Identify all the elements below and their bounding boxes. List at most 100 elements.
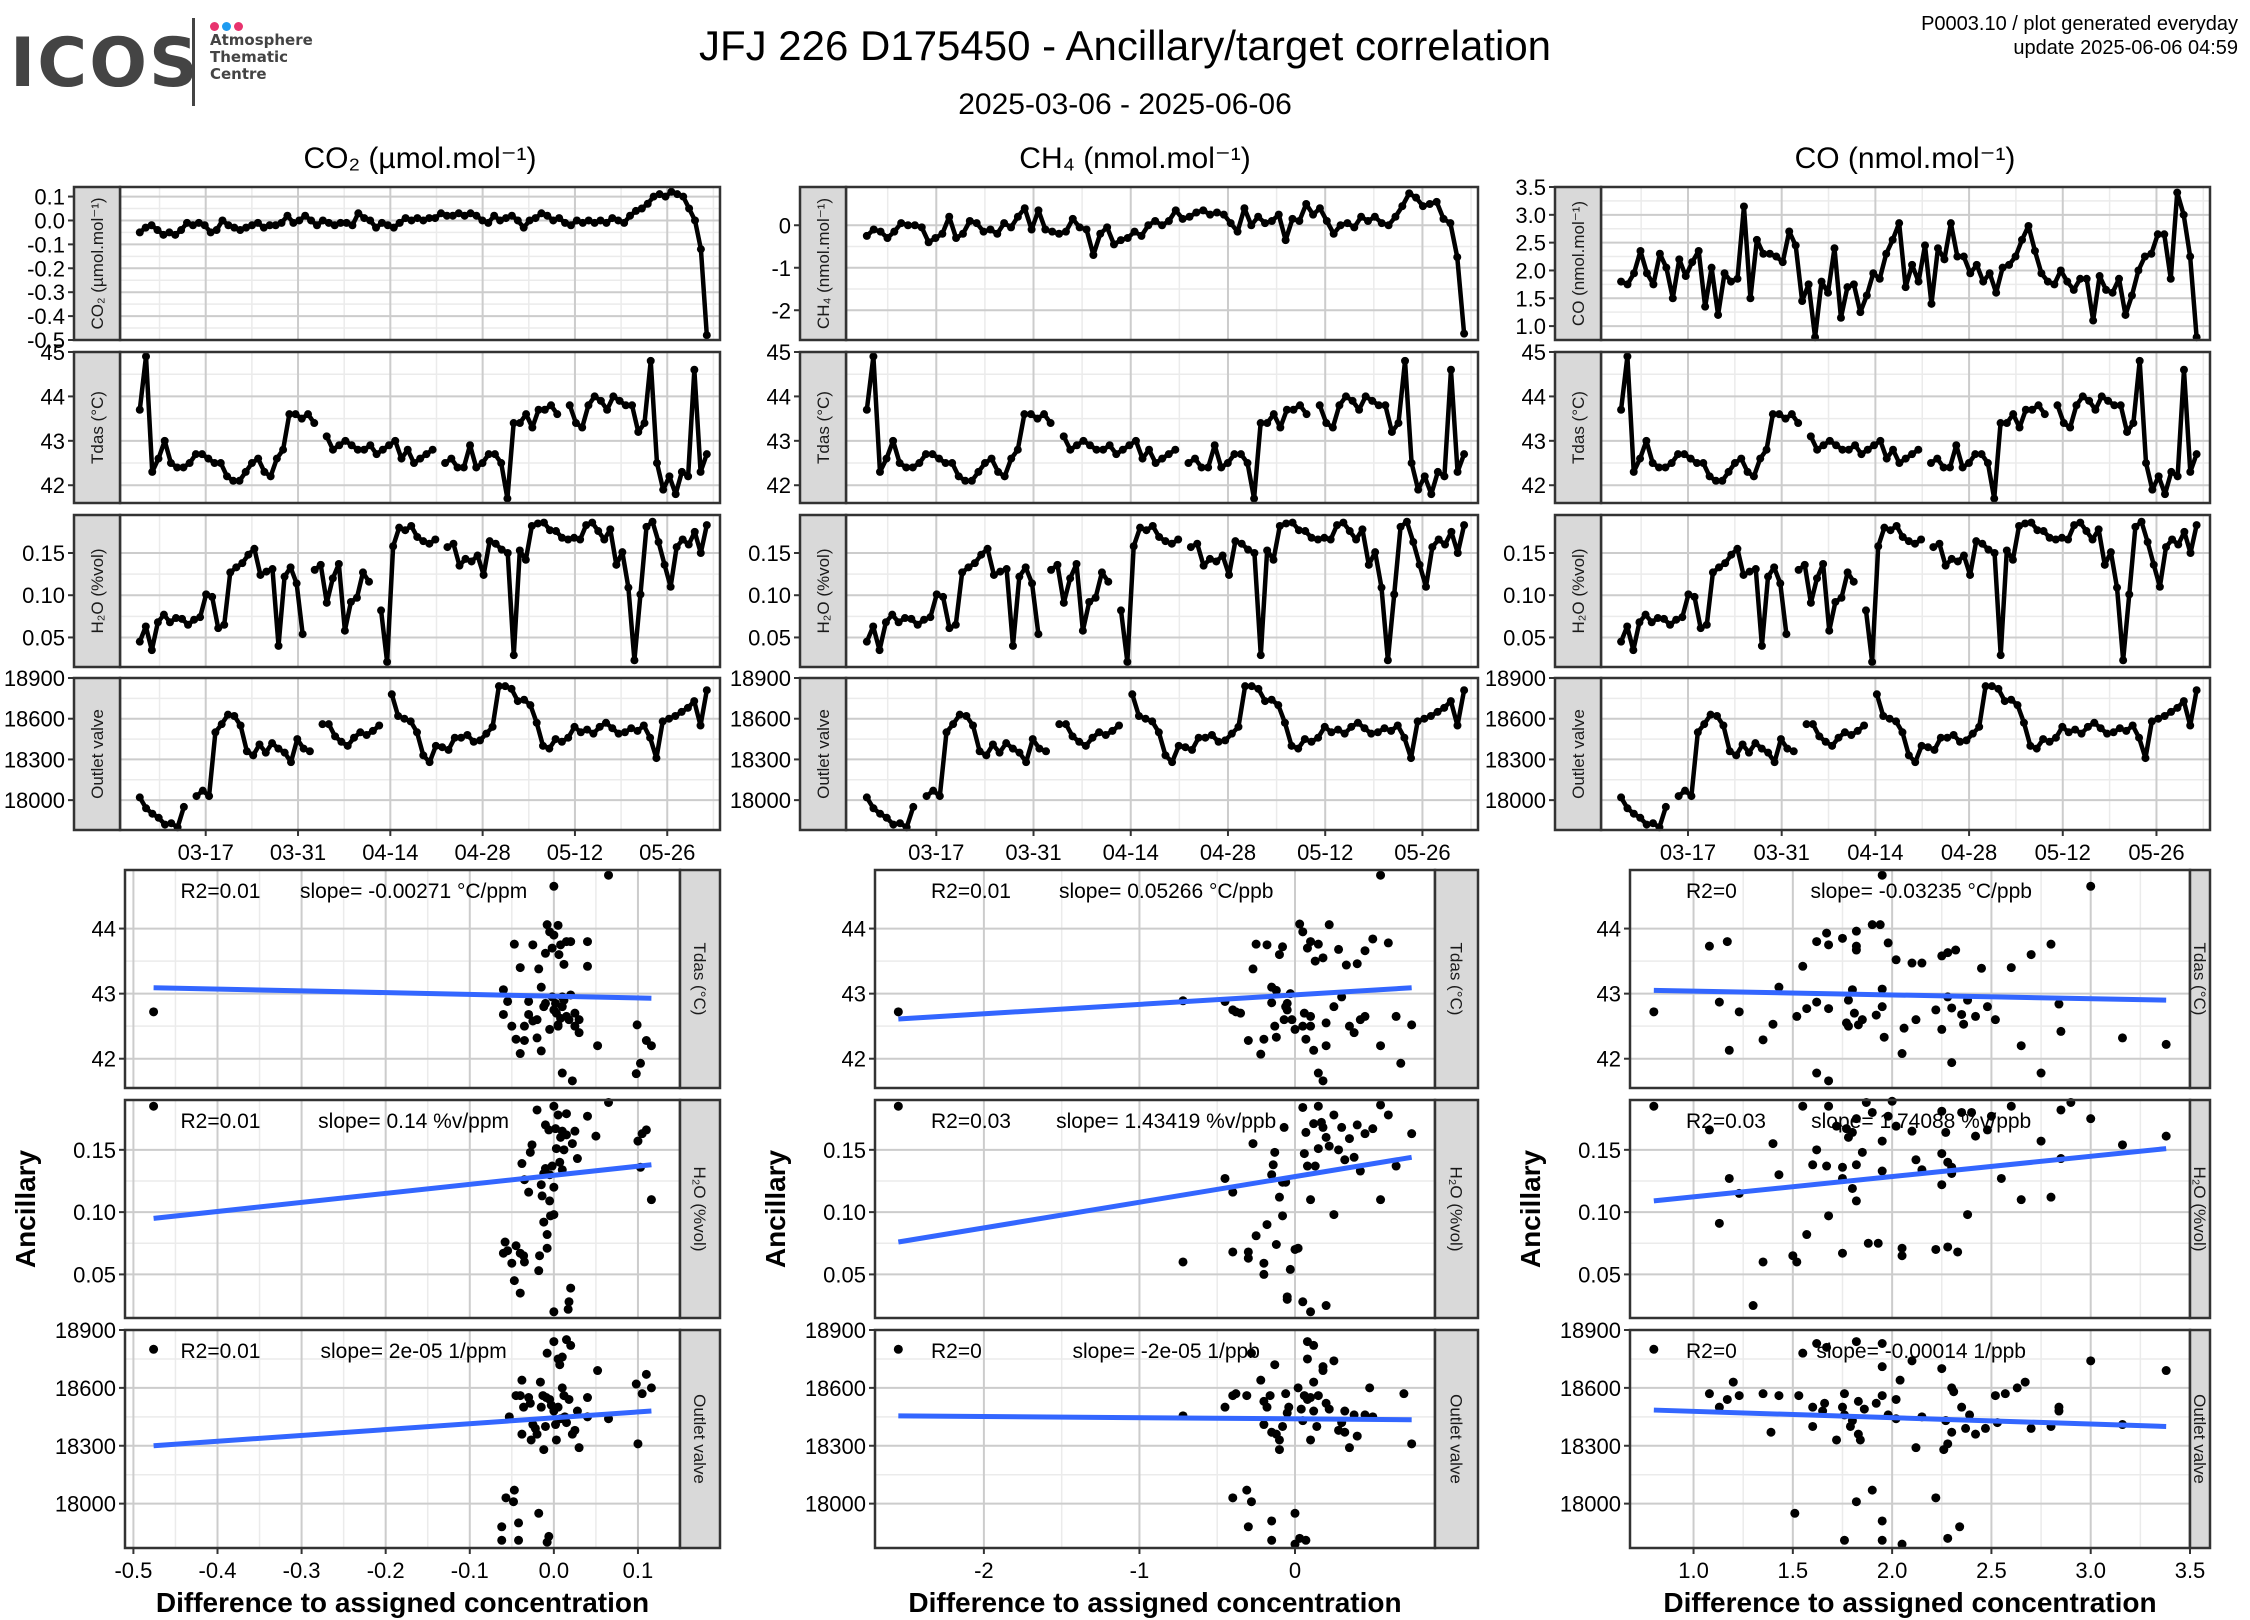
data-point xyxy=(1776,579,1785,588)
data-point xyxy=(1263,546,1272,555)
data-point xyxy=(1879,712,1888,720)
data-point xyxy=(1935,539,1944,548)
data-point xyxy=(1888,235,1897,244)
data-point xyxy=(690,697,699,706)
data-point xyxy=(2082,274,2091,283)
data-point xyxy=(2186,549,2195,557)
scatter-point xyxy=(1306,1011,1316,1021)
data-point xyxy=(1302,410,1311,419)
data-point xyxy=(2002,546,2011,555)
data-point xyxy=(1861,606,1870,615)
data-point xyxy=(1199,561,1208,570)
scatter-point xyxy=(1318,1362,1328,1372)
data-point xyxy=(532,718,541,727)
scatter-point xyxy=(1259,1258,1269,1268)
data-point xyxy=(1617,793,1626,802)
data-point xyxy=(1886,526,1895,535)
scatter-point xyxy=(536,982,546,992)
scatter-point xyxy=(1340,1406,1350,1416)
data-point xyxy=(1358,525,1367,534)
scatter-point xyxy=(1309,1406,1319,1416)
series-line xyxy=(865,191,1467,334)
data-point xyxy=(343,741,352,750)
scatter-point xyxy=(1306,937,1316,947)
y-tick-label: 18300 xyxy=(55,1434,116,1459)
data-point xyxy=(419,537,428,546)
data-point xyxy=(1666,620,1675,629)
data-point xyxy=(634,427,643,436)
data-point xyxy=(1701,302,1710,311)
data-point xyxy=(665,472,674,481)
data-point xyxy=(2095,272,2104,281)
data-point xyxy=(1377,219,1386,228)
data-point xyxy=(1144,221,1153,230)
scatter-point xyxy=(1996,1173,2006,1183)
scatter-point xyxy=(1649,1007,1659,1017)
y-tick-label: 18300 xyxy=(730,747,791,772)
data-point xyxy=(383,657,392,666)
scatter-point xyxy=(561,1418,571,1428)
scatter-point xyxy=(1318,1122,1328,1132)
data-point xyxy=(431,214,440,223)
scatter-point xyxy=(1859,1404,1869,1414)
scatter-point xyxy=(1243,1035,1253,1045)
data-point xyxy=(1263,419,1272,428)
y-tick-label: -0.5 xyxy=(27,328,65,353)
data-point xyxy=(907,614,916,623)
data-point xyxy=(1819,441,1828,450)
y-tick-label: 18600 xyxy=(4,707,65,732)
data-point xyxy=(890,227,899,236)
r2-label: R2=0.01 xyxy=(181,1340,261,1363)
scatter-point xyxy=(1714,1218,1724,1228)
data-point xyxy=(1294,526,1303,535)
data-point xyxy=(2051,535,2060,544)
data-point xyxy=(1447,527,1456,536)
x-tick-label: 05-12 xyxy=(2035,840,2091,865)
data-point xyxy=(945,212,954,221)
data-point xyxy=(1104,577,1113,586)
data-point xyxy=(485,537,494,546)
scatter-point xyxy=(1649,1101,1659,1111)
data-point xyxy=(2082,527,2091,536)
data-point xyxy=(1129,542,1138,551)
x-tick-label: 03-31 xyxy=(1754,840,1810,865)
data-point xyxy=(366,441,375,450)
regression-line xyxy=(153,1162,652,1221)
data-point xyxy=(1174,535,1183,544)
data-point xyxy=(904,221,913,230)
scatter-point xyxy=(524,1009,534,1019)
scatter-point xyxy=(1267,1535,1277,1545)
data-point xyxy=(1254,684,1263,693)
data-point xyxy=(2076,274,2085,283)
data-point xyxy=(1804,280,1813,289)
data-point xyxy=(1696,624,1705,633)
data-point xyxy=(242,747,251,756)
data-point xyxy=(576,535,585,544)
data-point xyxy=(1724,467,1733,476)
scatter-point xyxy=(2016,1041,2026,1051)
y-tick-label: 44 xyxy=(41,384,65,409)
data-point xyxy=(1075,737,1084,746)
data-point xyxy=(1015,748,1024,757)
data-point xyxy=(1751,565,1760,574)
scatter-point xyxy=(1883,1111,1893,1121)
scatter-point xyxy=(1293,1383,1303,1393)
data-point xyxy=(2094,525,2103,534)
scatter-point xyxy=(1877,1391,1887,1401)
data-point xyxy=(862,405,871,414)
data-point xyxy=(939,592,948,601)
x-tick-label: 04-14 xyxy=(1103,840,1159,865)
panel-strip xyxy=(798,350,848,505)
data-point xyxy=(1002,739,1011,748)
y-tick-label: 42 xyxy=(767,473,791,498)
y-tick-label: 43 xyxy=(92,982,116,1007)
scatter-point xyxy=(1274,950,1284,960)
panel-strip xyxy=(72,185,122,342)
scatter-point xyxy=(1274,1445,1284,1455)
data-point xyxy=(684,540,693,549)
data-point xyxy=(932,590,941,599)
scatter-point xyxy=(1279,1122,1289,1132)
data-point xyxy=(881,618,890,627)
plot-meta: P0003.10 / plot generated everyday updat… xyxy=(1921,12,2238,60)
scatter-point xyxy=(1971,1429,1981,1439)
